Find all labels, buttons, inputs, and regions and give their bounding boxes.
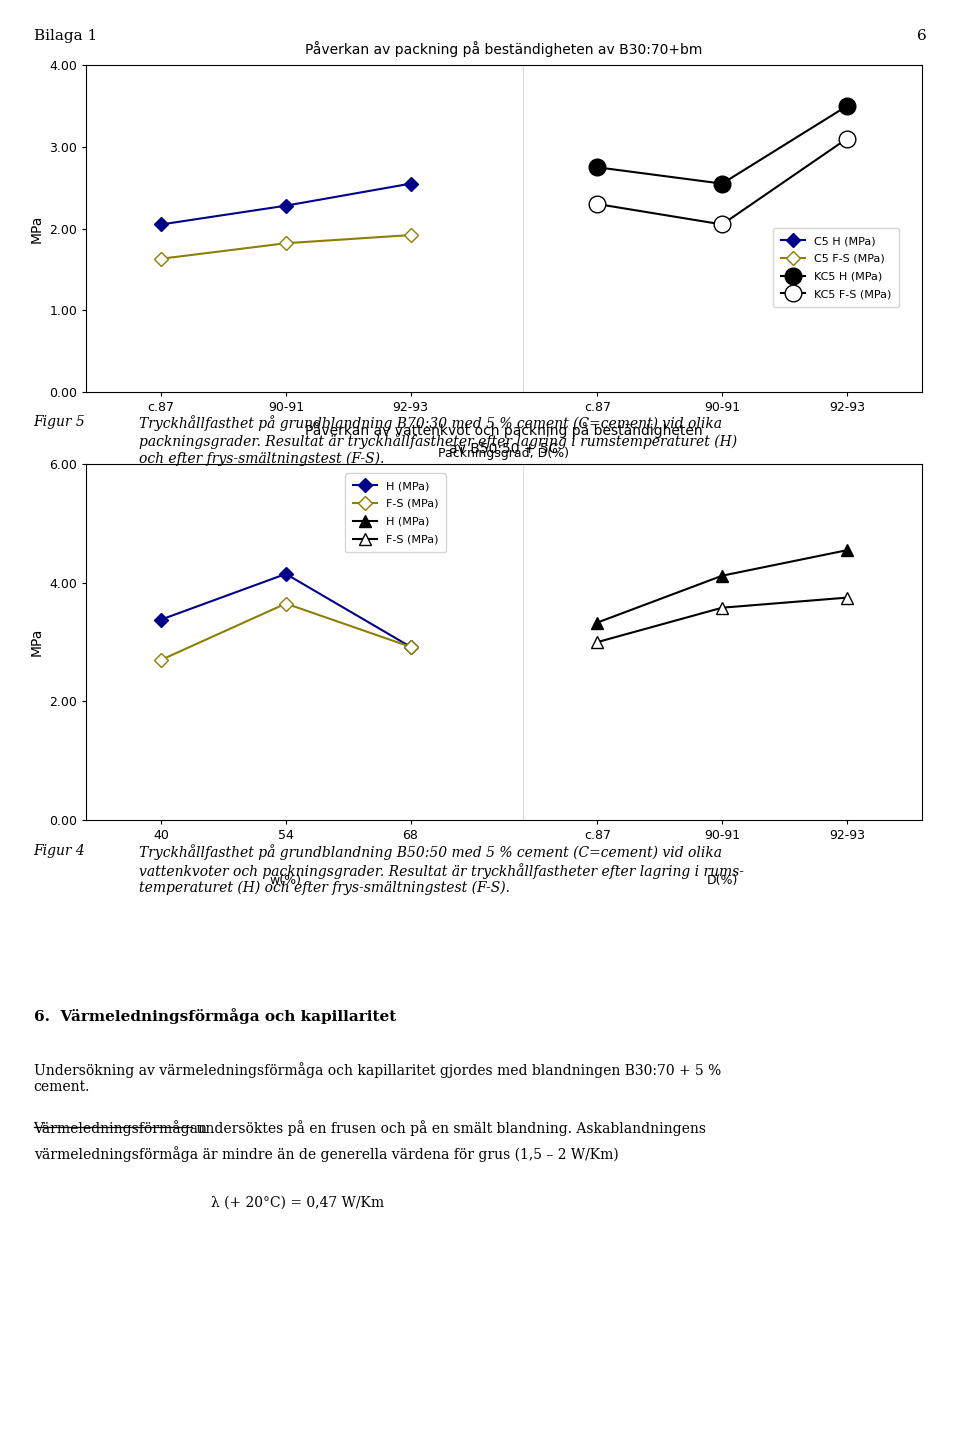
F-S (MPa) [405, 638, 417, 656]
KC5 F-S (MPa) [716, 216, 728, 234]
Line: H (MPa) : H (MPa) [591, 544, 853, 628]
F-S (MPa) [280, 595, 292, 612]
Line: C5 H (MPa): C5 H (MPa) [156, 178, 416, 229]
H (MPa)  [716, 567, 728, 585]
F-S (MPa)  [841, 589, 852, 607]
F-S (MPa)  [591, 634, 603, 651]
H (MPa)  [841, 541, 852, 559]
Title: Påverkan av packning på beständigheten av B30:70+bm: Påverkan av packning på beständigheten a… [305, 41, 703, 57]
Line: F-S (MPa) : F-S (MPa) [591, 592, 853, 649]
H (MPa)  [591, 614, 603, 631]
C5 H (MPa) [405, 176, 417, 193]
Line: KC5 H (MPa): KC5 H (MPa) [589, 97, 855, 192]
H (MPa) [156, 611, 167, 628]
Line: KC5 F-S (MPa): KC5 F-S (MPa) [589, 131, 855, 232]
Text: Figur 5: Figur 5 [34, 415, 85, 429]
Legend: C5 H (MPa), C5 F-S (MPa), KC5 H (MPa), KC5 F-S (MPa): C5 H (MPa), C5 F-S (MPa), KC5 H (MPa), K… [773, 228, 900, 308]
Text: λ (+ 20°C) = 0,47 W/Km: λ (+ 20°C) = 0,47 W/Km [211, 1196, 384, 1210]
KC5 F-S (MPa) [841, 131, 852, 148]
Text: Figur 4: Figur 4 [34, 844, 85, 859]
KC5 H (MPa) [591, 158, 603, 176]
Text: Tryckhållfasthet på grundblandning B70:30 med 5 % cement (C=cement) vid olika
pa: Tryckhållfasthet på grundblandning B70:3… [139, 415, 737, 466]
C5 H (MPa) [280, 197, 292, 215]
H (MPa) [280, 566, 292, 583]
H (MPa) [405, 638, 417, 656]
KC5 H (MPa) [716, 176, 728, 193]
Title: Påverkan av vattenkvot och packning på beständigheten
av B50:50 + 5C: Påverkan av vattenkvot och packning på b… [305, 422, 703, 456]
F-S (MPa) [156, 651, 167, 669]
C5 H (MPa) [156, 216, 167, 234]
Y-axis label: MPa: MPa [30, 628, 44, 656]
Line: H (MPa): H (MPa) [156, 569, 416, 651]
Text: D(%): D(%) [707, 875, 738, 888]
C5 F-S (MPa) [405, 226, 417, 244]
Text: Värmeledningsförmågan: Värmeledningsförmågan [34, 1120, 207, 1136]
Text: 6.  Värmeledningsförmåga och kapillaritet: 6. Värmeledningsförmåga och kapillaritet [34, 1008, 396, 1024]
C5 F-S (MPa) [156, 250, 167, 267]
F-S (MPa)  [716, 599, 728, 617]
Legend: H (MPa), F-S (MPa), H (MPa), F-S (MPa): H (MPa), F-S (MPa), H (MPa), F-S (MPa) [345, 473, 446, 553]
Text: w(%): w(%) [270, 875, 301, 888]
Text: undersöktes på en frusen och på en smält blandning. Askablandningens: undersöktes på en frusen och på en smält… [192, 1120, 706, 1136]
Line: F-S (MPa): F-S (MPa) [156, 599, 416, 665]
Line: C5 F-S (MPa): C5 F-S (MPa) [156, 231, 416, 264]
KC5 H (MPa) [841, 97, 852, 115]
Y-axis label: MPa: MPa [30, 215, 44, 242]
Text: Undersökning av värmeledningsförmåga och kapillaritet gjordes med blandningen B3: Undersökning av värmeledningsförmåga och… [34, 1062, 721, 1094]
C5 F-S (MPa) [280, 235, 292, 252]
Text: Packningsgrad, D(%): Packningsgrad, D(%) [439, 447, 569, 460]
KC5 F-S (MPa) [591, 196, 603, 213]
Text: Tryckhållfasthet på grundblandning B50:50 med 5 % cement (C=cement) vid olika
va: Tryckhållfasthet på grundblandning B50:5… [139, 844, 744, 895]
Text: Bilaga 1: Bilaga 1 [34, 29, 97, 44]
Text: värmeledningsförmåga är mindre än de generella värdena för grus (1,5 – 2 W/Km): värmeledningsförmåga är mindre än de gen… [34, 1146, 618, 1162]
Text: 6: 6 [917, 29, 926, 44]
